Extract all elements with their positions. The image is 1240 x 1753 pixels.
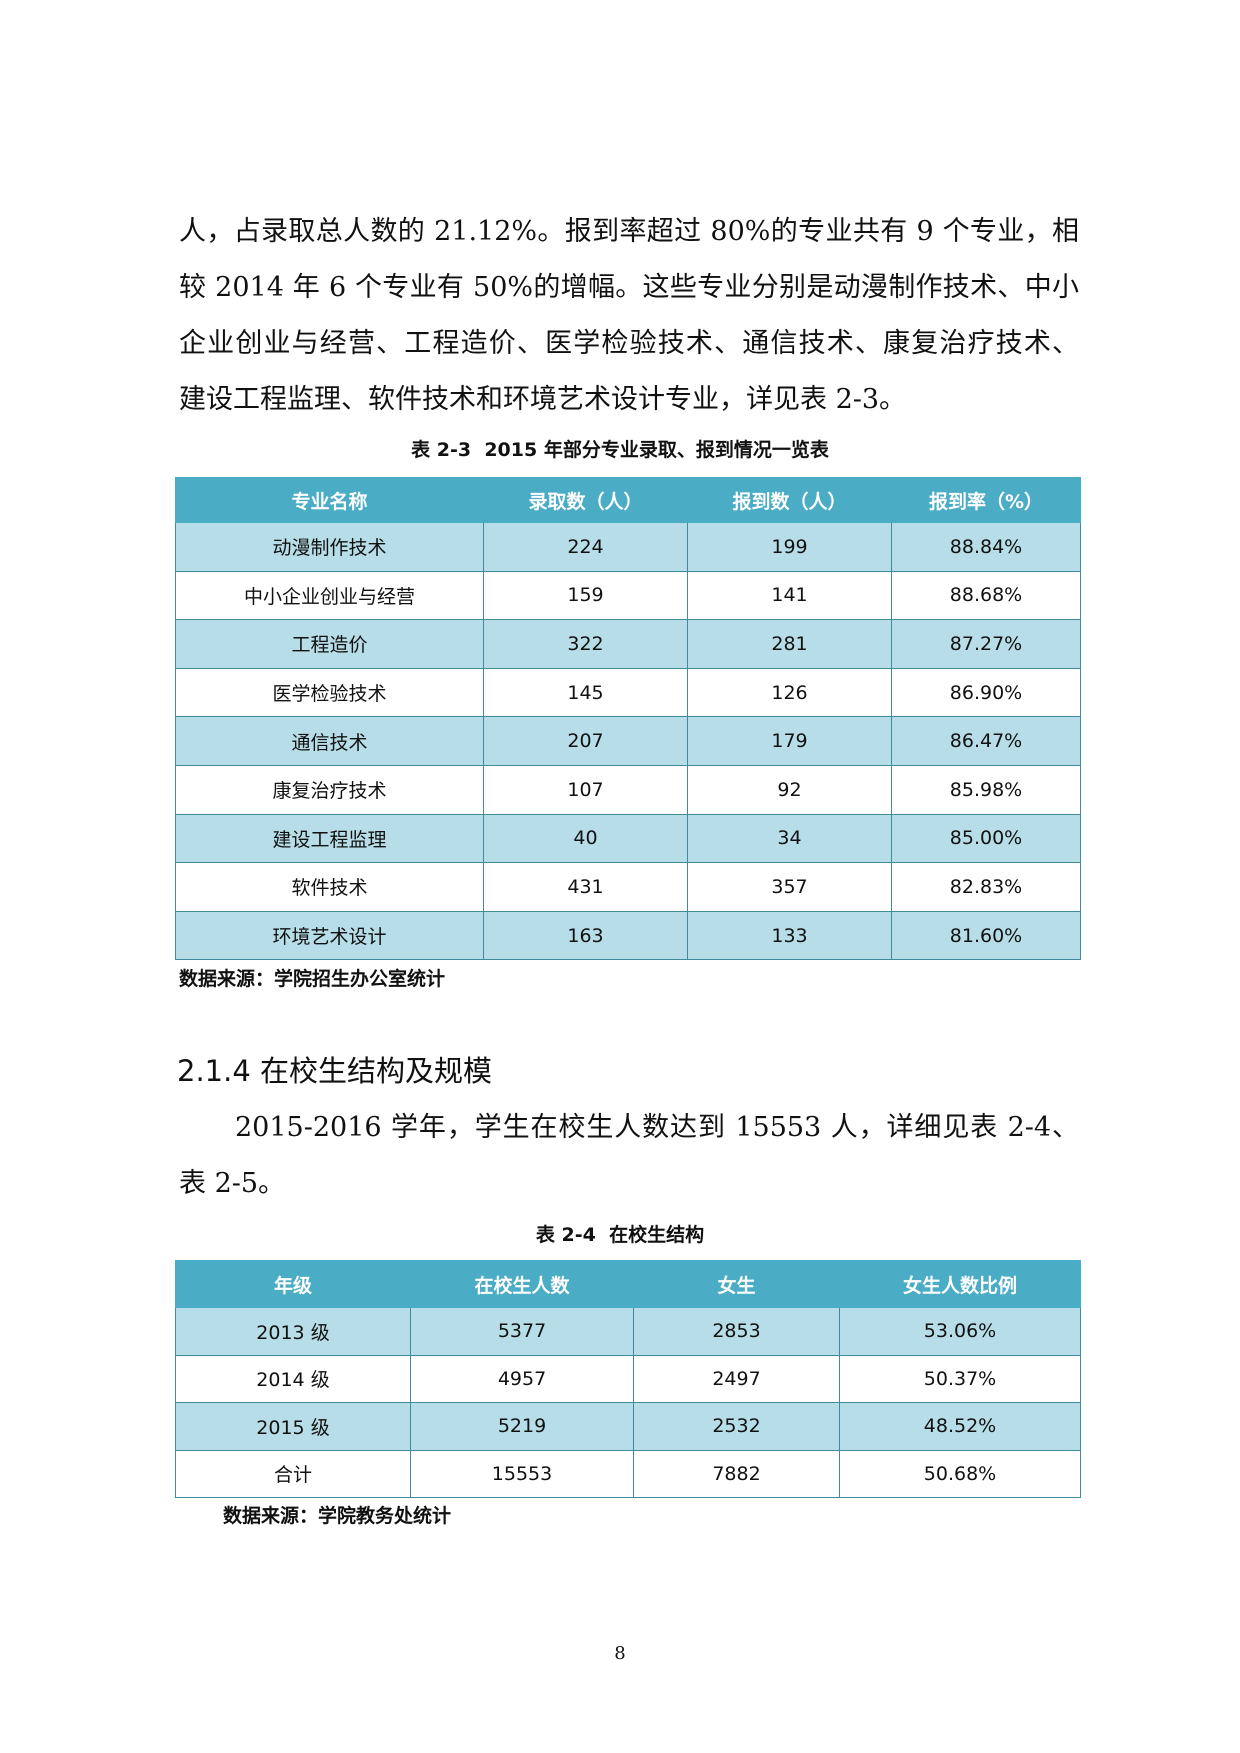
table-cell: 2015 级 [175, 1402, 411, 1451]
text-line: 企业创业与经营、工程造价、医学检验技术、通信技术、康复治疗技术、 [179, 328, 1079, 359]
table-cell: 2013 级 [175, 1307, 411, 1356]
table-cell: 医学检验技术 [175, 667, 484, 718]
table-source: 数据来源：学院招生办公室统计 [179, 968, 446, 990]
table-row: 软件技术 431 357 82.83% [175, 862, 1081, 912]
table-cell: 48.52% [839, 1402, 1081, 1451]
table-cell: 5377 [410, 1307, 634, 1356]
table-cell: 动漫制作技术 [175, 522, 484, 572]
table-cell: 2497 [633, 1354, 840, 1403]
section-heading: 2.1.4 在校生结构及规模 [177, 1054, 493, 1088]
text-line: 建设工程监理、软件技术和环境艺术设计专业，详见表 2-3。 [179, 384, 907, 415]
table-cell: 224 [483, 522, 688, 572]
table-cell: 281 [687, 619, 892, 669]
table-cell: 199 [687, 522, 892, 572]
table-cell: 88.68% [891, 570, 1081, 621]
table-row: 动漫制作技术 224 199 88.84% [175, 522, 1081, 572]
table-cell: 159 [483, 570, 688, 621]
table-cell: 431 [483, 862, 688, 912]
header-cell: 在校生人数 [410, 1260, 634, 1308]
table-caption: 表 2-4 在校生结构 [535, 1224, 705, 1246]
table-cell: 82.83% [891, 862, 1081, 912]
text-line: 较 2014 年 6 个专业有 50%的增幅。这些专业分别是动漫制作技术、中小 [179, 272, 1079, 303]
table-cell: 126 [687, 667, 892, 718]
table-cell: 141 [687, 570, 892, 621]
table-cell: 50.68% [839, 1449, 1081, 1498]
table-cell: 工程造价 [175, 619, 484, 669]
table-source: 数据来源：学院教务处统计 [223, 1505, 452, 1527]
header-cell: 女生 [633, 1260, 840, 1308]
table-cell: 合计 [175, 1449, 411, 1498]
table-cell: 163 [483, 910, 688, 961]
table-cell: 2014 级 [175, 1354, 411, 1403]
header-cell: 录取数（人） [483, 477, 688, 523]
table-row: 康复治疗技术 107 92 85.98% [175, 764, 1081, 815]
table-row: 中小企业创业与经营 159 141 88.68% [175, 570, 1081, 621]
table-cell: 建设工程监理 [175, 813, 484, 864]
table-cell: 207 [483, 716, 688, 766]
table-cell: 4957 [410, 1354, 634, 1403]
table-cell: 357 [687, 862, 892, 912]
table-cell: 通信技术 [175, 716, 484, 766]
table-cell: 92 [687, 764, 892, 815]
table-cell: 85.98% [891, 764, 1081, 815]
table-cell: 7882 [633, 1449, 840, 1498]
header-cell: 女生人数比例 [839, 1260, 1081, 1308]
table-row: 工程造价 322 281 87.27% [175, 619, 1081, 669]
header-row: 专业名称 录取数（人） 报到数（人） 报到率（%） [175, 477, 1081, 523]
table-cell: 53.06% [839, 1307, 1081, 1356]
table-cell: 康复治疗技术 [175, 764, 484, 815]
table-cell: 2853 [633, 1307, 840, 1356]
table-cell: 5219 [410, 1402, 634, 1451]
header-cell: 专业名称 [175, 477, 484, 523]
table-row: 2013 级 5377 2853 53.06% [175, 1307, 1081, 1356]
table-cell: 中小企业创业与经营 [175, 570, 484, 621]
table-row: 合计 15553 7882 50.68% [175, 1449, 1081, 1498]
table-row: 建设工程监理 40 34 85.00% [175, 813, 1081, 864]
header-cell: 年级 [175, 1260, 411, 1308]
table-cell: 环境艺术设计 [175, 910, 484, 961]
table-cell: 85.00% [891, 813, 1081, 864]
table-cell: 145 [483, 667, 688, 718]
header-cell: 报到数（人） [687, 477, 892, 523]
table-cell: 322 [483, 619, 688, 669]
table-cell: 15553 [410, 1449, 634, 1498]
text-line: 2015-2016 学年，学生在校生人数达到 15553 人，详细见表 2-4、 [235, 1112, 1079, 1143]
table-cell: 88.84% [891, 522, 1081, 572]
table-row: 医学检验技术 145 126 86.90% [175, 667, 1081, 718]
header-cell: 报到率（%） [891, 477, 1081, 523]
table: 专业名称 录取数（人） 报到数（人） 报到率（%） 动漫制作技术 224 199 88.84%… [175, 477, 1081, 961]
table-cell: 81.60% [891, 910, 1081, 961]
table-cell: 86.90% [891, 667, 1081, 718]
text-line: 表 2-5。 [179, 1168, 286, 1199]
table-row: 通信技术 207 179 86.47% [175, 716, 1081, 766]
table-row: 2015 级 5219 2532 48.52% [175, 1402, 1081, 1451]
table-row: 环境艺术设计 163 133 81.60% [175, 910, 1081, 961]
page-number: 8 [614, 1643, 626, 1664]
table-caption: 表 2-3 2015 年部分专业录取、报到情况一览表 [411, 439, 829, 461]
table-cell: 软件技术 [175, 862, 484, 912]
table-cell: 34 [687, 813, 892, 864]
table-cell: 179 [687, 716, 892, 766]
table-cell: 2532 [633, 1402, 840, 1451]
text-line: 人，占录取总人数的 21.12%。报到率超过 80%的专业共有 9 个专业，相 [179, 216, 1079, 247]
table-cell: 86.47% [891, 716, 1081, 766]
table-cell: 87.27% [891, 619, 1081, 669]
header-row: 年级 在校生人数 女生 女生人数比例 [175, 1260, 1081, 1308]
table-cell: 50.37% [839, 1354, 1081, 1403]
table-cell: 133 [687, 910, 892, 961]
table: 年级 在校生人数 女生 女生人数比例 2013 级 5377 2853 53.06% 2014 … [175, 1260, 1081, 1498]
table-cell: 107 [483, 764, 688, 815]
table-cell: 40 [483, 813, 688, 864]
table-row: 2014 级 4957 2497 50.37% [175, 1354, 1081, 1403]
